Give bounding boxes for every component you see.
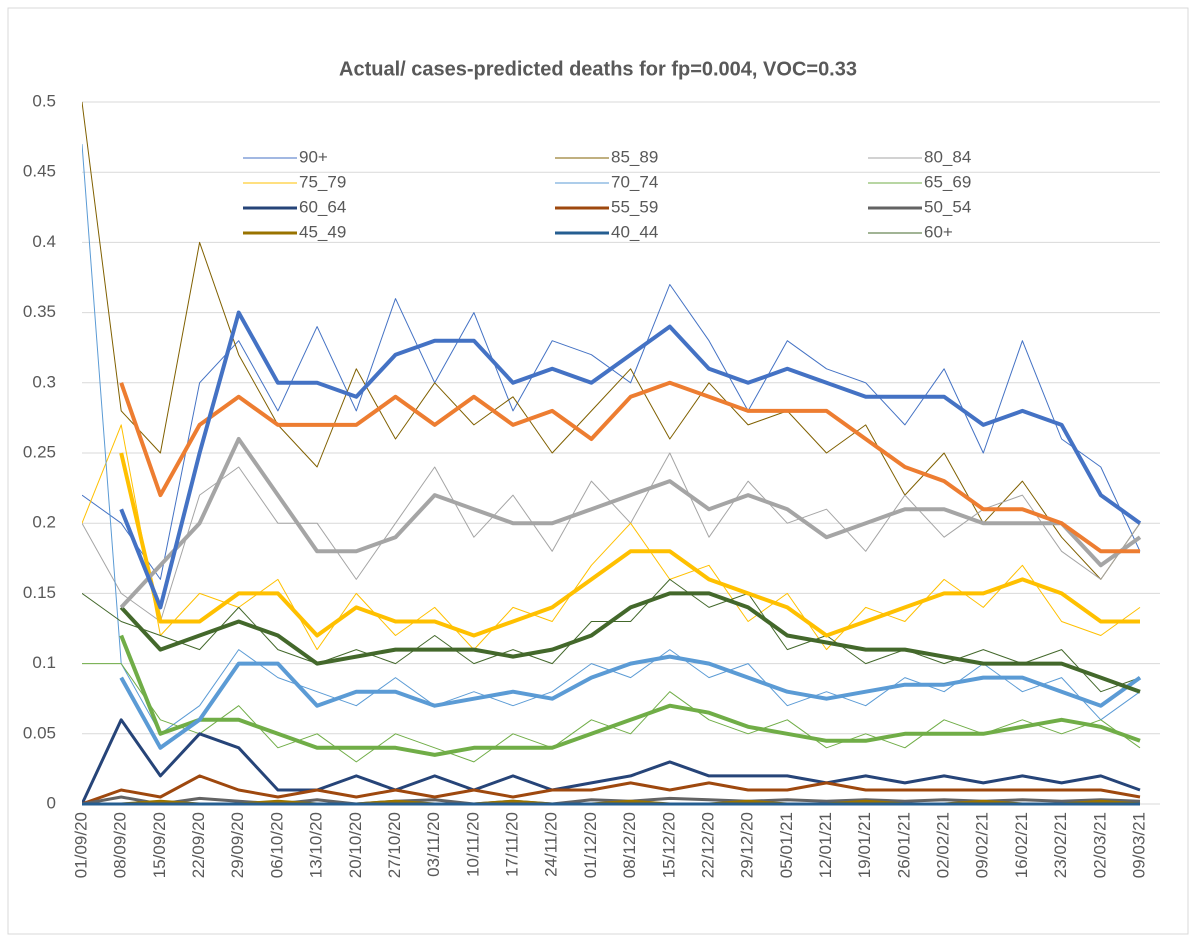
y-tick-label: 0.3 bbox=[32, 372, 56, 391]
x-tick-label: 08/09/20 bbox=[111, 812, 130, 878]
series-line bbox=[119, 634, 1141, 757]
x-tick-label: 01/12/20 bbox=[581, 812, 600, 878]
x-tick-label: 09/03/21 bbox=[1129, 812, 1148, 878]
legend-label: 65_69 bbox=[924, 172, 971, 191]
legend-label: 70_74 bbox=[611, 172, 658, 191]
x-tick-label: 09/02/21 bbox=[973, 812, 992, 878]
x-tick-label: 24/11/20 bbox=[542, 812, 561, 877]
chart-border bbox=[7, 7, 1189, 935]
x-tick-label: 23/02/21 bbox=[1051, 812, 1070, 878]
x-tick-label: 05/01/21 bbox=[777, 812, 796, 878]
x-tick-label: 15/12/20 bbox=[659, 812, 678, 878]
y-tick-label: 0.35 bbox=[23, 302, 56, 321]
x-tick-label: 29/12/20 bbox=[738, 812, 757, 878]
x-tick-label: 13/10/20 bbox=[307, 812, 326, 878]
y-tick-label: 0 bbox=[47, 793, 56, 812]
x-tick-label: 20/10/20 bbox=[346, 812, 365, 878]
chart-title: Actual/ cases-predicted deaths for fp=0.… bbox=[339, 58, 857, 80]
y-tick-label: 0.45 bbox=[23, 162, 56, 181]
legend-label: 75_79 bbox=[299, 172, 346, 191]
legend-label: 45_49 bbox=[299, 222, 346, 241]
x-tick-label: 02/03/21 bbox=[1090, 812, 1109, 878]
y-tick-label: 0.15 bbox=[23, 583, 56, 602]
series-line bbox=[119, 591, 1141, 694]
legend-label: 85_89 bbox=[611, 147, 658, 166]
y-tick-label: 0.2 bbox=[32, 513, 56, 532]
x-tick-label: 15/09/20 bbox=[150, 812, 169, 878]
x-tick-label: 12/01/21 bbox=[816, 812, 835, 878]
x-tick-label: 22/12/20 bbox=[698, 812, 717, 878]
y-tick-label: 0.5 bbox=[32, 91, 56, 110]
y-tick-label: 0.05 bbox=[23, 723, 56, 742]
series-line bbox=[119, 654, 1142, 750]
legend-label: 50_54 bbox=[924, 197, 971, 216]
x-tick-label: 27/10/20 bbox=[385, 812, 404, 878]
x-tick-label: 29/09/20 bbox=[228, 812, 247, 878]
x-tick-label: 06/10/20 bbox=[267, 812, 286, 878]
series-line bbox=[82, 718, 1141, 805]
legend-label: 80_84 bbox=[924, 147, 971, 166]
x-tick-label: 10/11/20 bbox=[463, 812, 482, 877]
legend-label: 90+ bbox=[299, 147, 328, 166]
series-line bbox=[119, 452, 1140, 638]
x-tick-label: 19/01/21 bbox=[855, 812, 874, 878]
x-tick-label: 17/11/20 bbox=[503, 812, 522, 877]
x-tick-label: 02/02/21 bbox=[934, 812, 953, 878]
x-tick-label: 01/09/20 bbox=[71, 812, 90, 878]
legend-label: 60+ bbox=[924, 222, 953, 241]
legend-label: 55_59 bbox=[611, 197, 658, 216]
legend-label: 60_64 bbox=[299, 197, 346, 216]
y-tick-label: 0.1 bbox=[32, 653, 56, 672]
series-line bbox=[119, 380, 1140, 554]
x-tick-label: 26/01/21 bbox=[894, 812, 913, 878]
x-tick-label: 03/11/20 bbox=[424, 812, 443, 877]
legend-label: 40_44 bbox=[611, 222, 658, 241]
y-tick-label: 0.25 bbox=[23, 442, 56, 461]
y-tick-label: 0.4 bbox=[32, 232, 56, 251]
x-tick-label: 16/02/21 bbox=[1012, 812, 1031, 878]
series-line bbox=[119, 437, 1142, 609]
series-line bbox=[82, 774, 1141, 806]
x-tick-label: 08/12/20 bbox=[620, 812, 639, 878]
x-tick-label: 22/09/20 bbox=[189, 812, 208, 878]
series-line bbox=[82, 101, 1141, 580]
series-line bbox=[119, 310, 1142, 610]
